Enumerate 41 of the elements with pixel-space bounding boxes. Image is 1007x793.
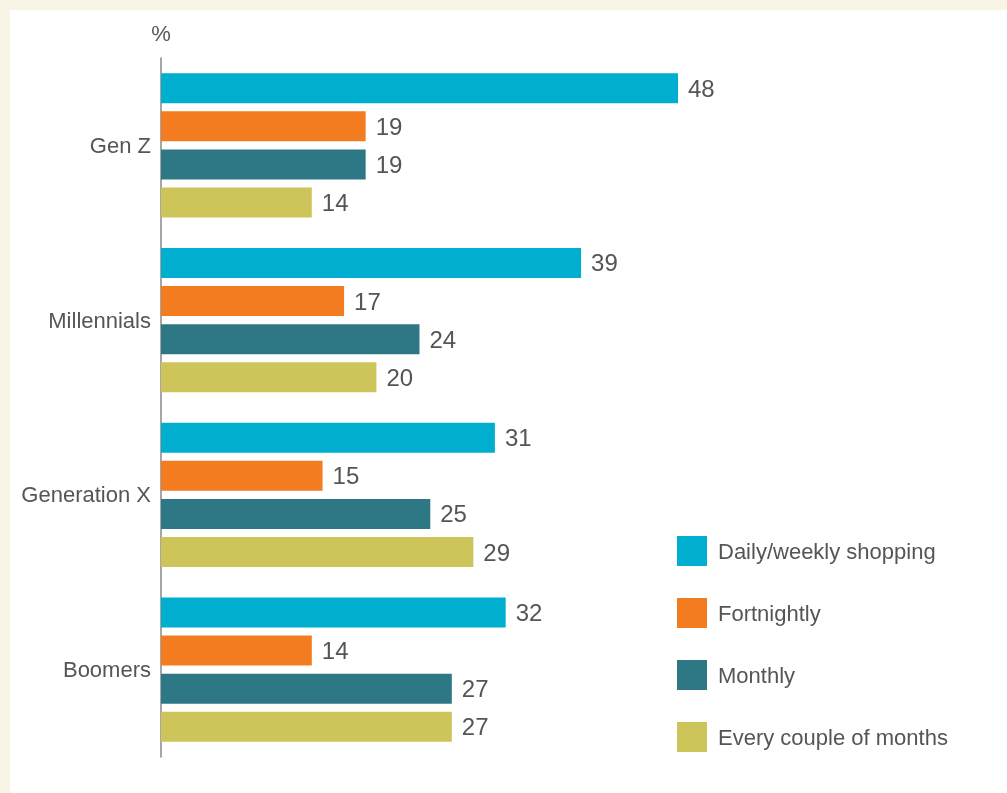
legend-label: Fortnightly xyxy=(718,600,821,626)
x-axis-title: % xyxy=(151,20,171,46)
bar xyxy=(161,673,452,704)
bar xyxy=(161,635,312,666)
data-label: 27 xyxy=(461,713,489,741)
data-label: 27 xyxy=(461,675,489,703)
data-label: 20 xyxy=(386,363,414,391)
data-label: 19 xyxy=(375,112,403,140)
data-label: 24 xyxy=(429,325,457,353)
y-tick-label: Gen Z xyxy=(89,132,151,158)
data-label: 17 xyxy=(354,287,381,315)
data-label: 32 xyxy=(515,598,543,626)
data-label: 31 xyxy=(504,424,532,452)
data-label: 15 xyxy=(332,462,360,490)
legend-label: Daily/weekly shopping xyxy=(718,538,936,564)
y-tick-label: Millennials xyxy=(48,307,151,333)
data-label: 25 xyxy=(440,500,467,528)
bar xyxy=(161,362,377,393)
bar xyxy=(161,498,431,529)
bar xyxy=(161,711,452,742)
bar xyxy=(161,537,474,568)
bar xyxy=(161,73,678,104)
bar xyxy=(161,187,312,218)
bar xyxy=(161,597,506,628)
bar xyxy=(161,460,323,491)
bar xyxy=(161,149,366,180)
data-label: 48 xyxy=(688,74,715,102)
bar xyxy=(161,247,582,278)
y-tick-label: Boomers xyxy=(62,657,151,683)
legend-label: Monthly xyxy=(718,662,796,688)
bar xyxy=(161,286,345,317)
data-label: 29 xyxy=(483,538,511,566)
data-label: 14 xyxy=(321,637,349,665)
data-label: 39 xyxy=(591,249,618,277)
bar xyxy=(161,111,366,142)
data-label: 14 xyxy=(321,189,349,217)
legend-label: Every couple of months xyxy=(718,724,948,750)
bar xyxy=(161,422,495,453)
bar xyxy=(161,324,420,355)
y-tick-label: Generation X xyxy=(21,482,152,508)
data-label: 19 xyxy=(375,150,403,178)
